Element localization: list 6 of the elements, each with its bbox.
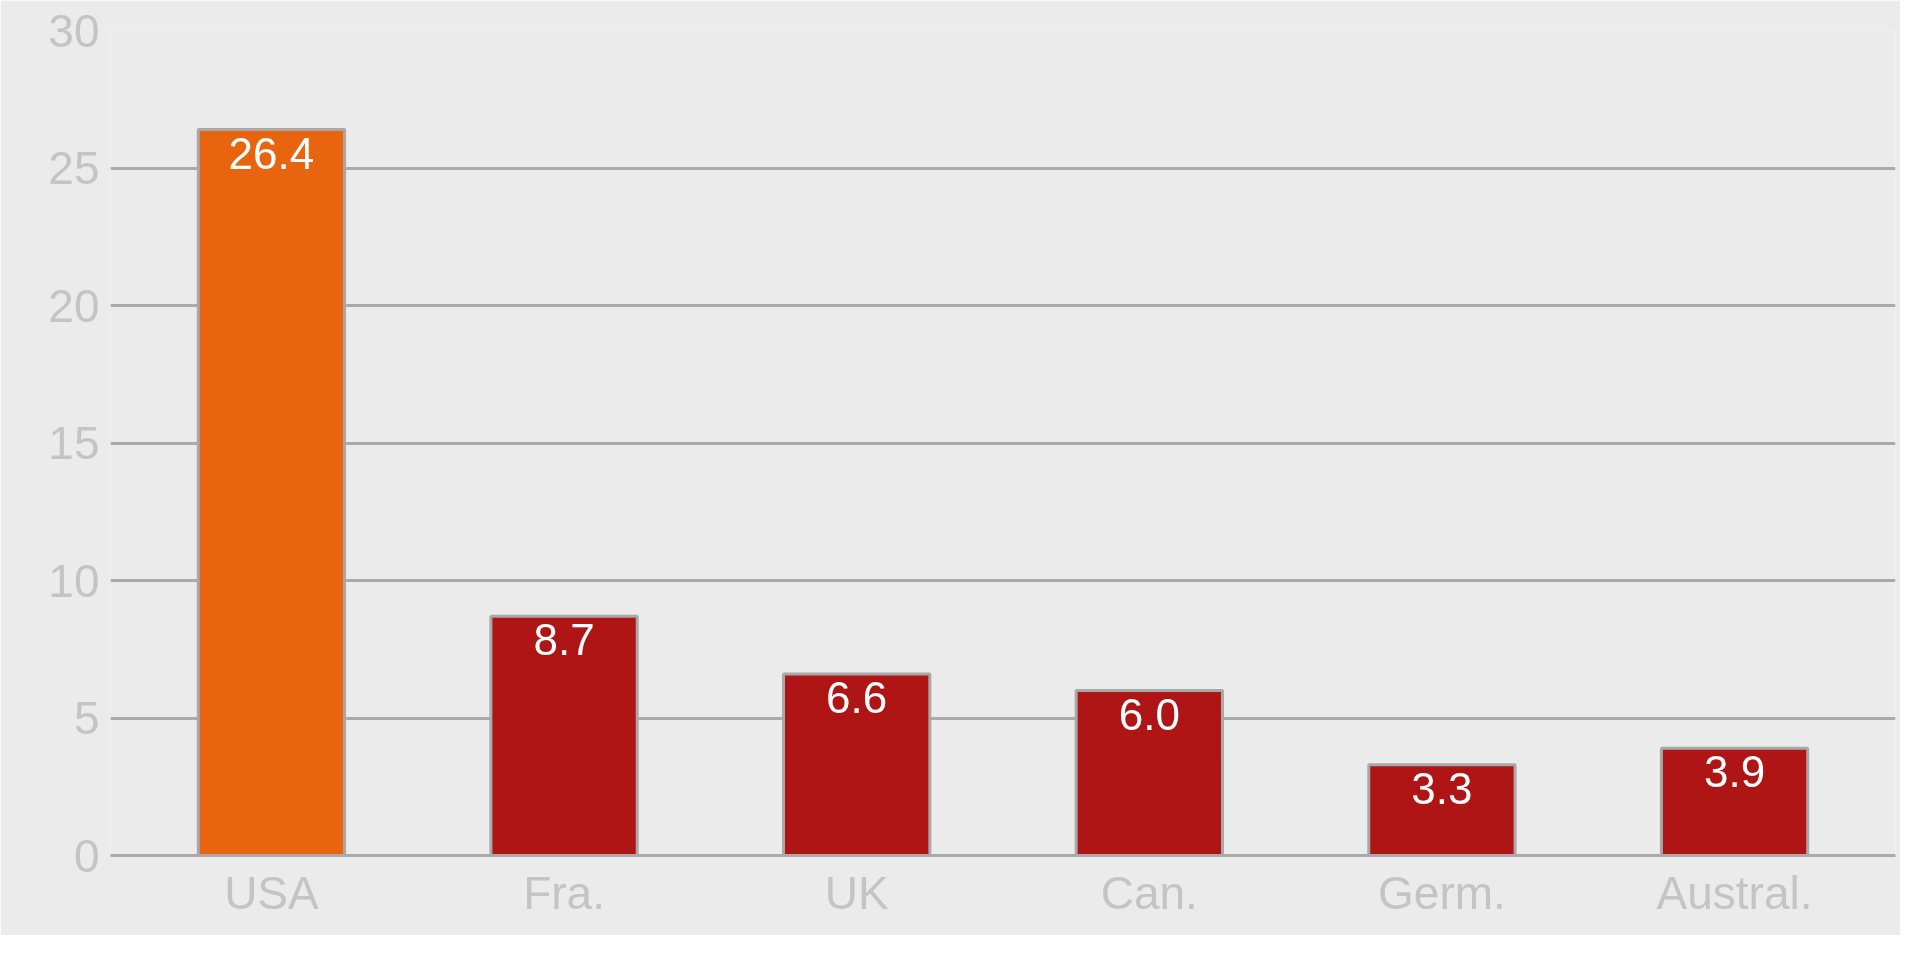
data-label: 3.9 [1703,747,1766,797]
data-label: 8.7 [533,615,595,665]
data-label: 6.6 [826,673,888,722]
data-label: 26.4 [228,128,315,178]
data-label: 3.3 [1411,763,1473,813]
data-label: 6.0 [1118,689,1180,739]
